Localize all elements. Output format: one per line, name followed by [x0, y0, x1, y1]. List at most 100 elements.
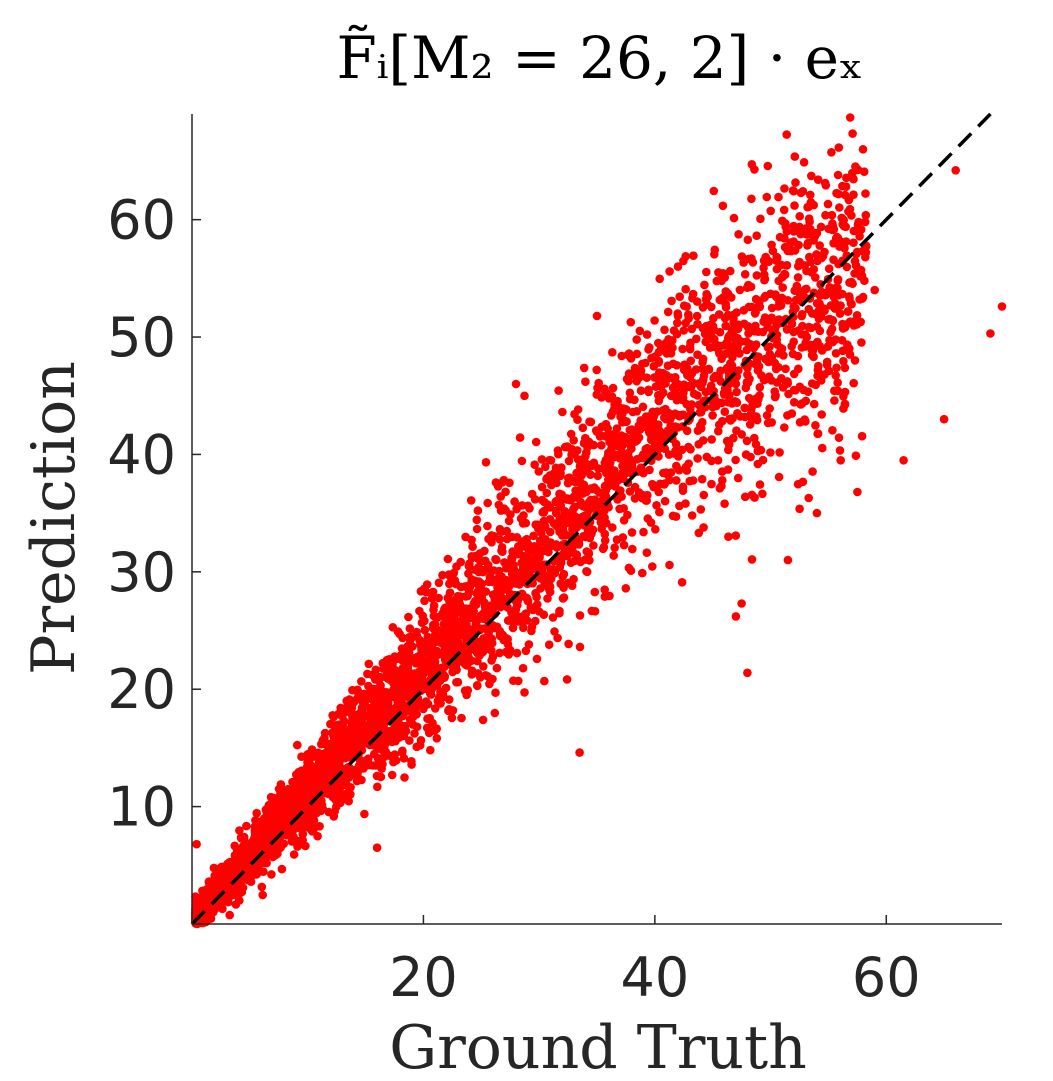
- data-point: [543, 594, 552, 603]
- chart-title-text: F̃ᵢ[M₂ = 26, 2] · eₓ: [336, 23, 863, 92]
- data-point: [812, 250, 821, 259]
- data-point: [610, 466, 619, 476]
- data-point: [460, 686, 470, 695]
- data-point: [658, 406, 668, 415]
- data-point: [488, 674, 497, 684]
- data-point: [321, 748, 330, 758]
- data-point: [654, 347, 664, 357]
- data-point: [783, 411, 792, 420]
- data-point: [687, 369, 697, 378]
- data-point: [678, 486, 688, 496]
- data-point: [315, 822, 324, 831]
- data-point: [577, 517, 586, 526]
- data-point: [832, 188, 841, 198]
- data-point: [851, 261, 861, 270]
- data-point: [638, 568, 647, 578]
- data-point: [714, 268, 723, 277]
- data-point: [830, 396, 839, 405]
- data-point: [723, 289, 733, 299]
- data-point: [546, 538, 555, 547]
- data-point: [636, 369, 645, 379]
- data-point: [711, 371, 720, 381]
- data-point: [660, 480, 669, 489]
- data-point: [724, 445, 733, 455]
- data-point: [405, 633, 415, 643]
- data-point: [780, 423, 789, 432]
- data-point: [419, 667, 428, 676]
- data-point: [551, 497, 560, 507]
- data-point: [266, 821, 276, 830]
- data-point: [849, 238, 858, 247]
- data-point: [747, 194, 756, 204]
- data-point: [511, 579, 521, 588]
- data-point: [317, 796, 326, 806]
- data-point: [788, 349, 798, 359]
- data-point: [791, 295, 801, 305]
- data-point: [499, 475, 509, 485]
- data-point: [504, 516, 514, 526]
- outlier-point: [772, 256, 781, 266]
- data-point: [491, 688, 500, 697]
- data-point: [377, 764, 387, 773]
- data-point: [603, 424, 612, 433]
- data-point: [774, 192, 783, 202]
- data-point: [335, 733, 344, 743]
- data-point: [514, 568, 524, 578]
- data-point: [641, 412, 651, 421]
- data-point: [833, 378, 842, 388]
- data-point: [332, 792, 341, 802]
- data-point: [857, 271, 867, 280]
- y-tick-label: 40: [107, 423, 176, 486]
- data-point: [483, 521, 492, 531]
- data-point: [687, 511, 697, 520]
- outlier-point: [789, 227, 798, 236]
- data-point: [461, 604, 471, 613]
- data-point: [553, 633, 562, 643]
- data-point: [429, 605, 438, 615]
- data-point: [817, 410, 826, 419]
- data-point: [861, 210, 871, 220]
- data-point: [565, 473, 574, 483]
- data-point: [554, 386, 563, 395]
- data-point: [752, 231, 761, 240]
- data-point: [416, 587, 426, 596]
- data-point: [766, 448, 775, 457]
- data-point: [472, 642, 482, 652]
- data-point: [216, 865, 225, 874]
- data-point: [652, 501, 661, 510]
- data-point: [453, 630, 463, 640]
- data-point: [807, 171, 816, 181]
- data-point: [740, 492, 750, 502]
- data-point: [490, 708, 500, 718]
- data-point: [618, 533, 628, 542]
- data-point: [674, 452, 683, 461]
- data-point: [592, 365, 601, 375]
- data-point: [569, 540, 579, 549]
- data-point: [434, 578, 444, 588]
- data-point: [537, 482, 547, 492]
- data-point: [704, 365, 714, 374]
- data-point: [440, 655, 450, 665]
- data-point: [303, 749, 313, 759]
- data-point: [801, 284, 810, 294]
- data-point: [638, 490, 647, 500]
- data-point: [632, 407, 642, 416]
- data-point: [838, 220, 847, 229]
- data-point: [610, 452, 619, 462]
- data-point: [803, 387, 813, 397]
- data-point: [752, 412, 761, 421]
- data-point: [583, 510, 592, 519]
- data-point: [453, 597, 462, 606]
- data-point: [767, 376, 776, 385]
- data-point: [630, 482, 640, 492]
- data-point: [278, 795, 288, 805]
- data-point: [460, 659, 470, 669]
- data-point: [702, 267, 711, 277]
- data-point: [748, 258, 758, 267]
- data-point: [353, 718, 363, 728]
- data-point: [378, 658, 388, 668]
- data-point: [617, 492, 626, 501]
- data-point: [546, 456, 556, 465]
- data-point: [627, 528, 637, 537]
- data-point: [686, 338, 695, 348]
